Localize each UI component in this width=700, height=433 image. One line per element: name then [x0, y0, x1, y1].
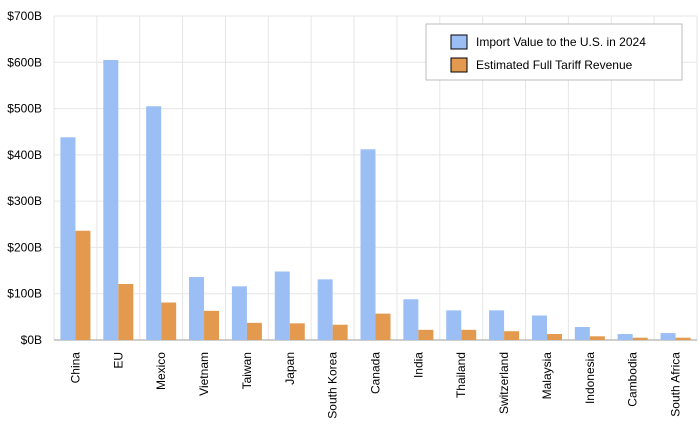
y-tick-label: $300B: [7, 194, 42, 208]
legend-swatch-tariff: [450, 57, 468, 73]
x-tick-label: Switzerland: [497, 352, 511, 414]
bar-import-value: [274, 271, 290, 340]
y-tick-label: $200B: [7, 240, 42, 254]
bar-tariff-revenue: [332, 324, 348, 340]
y-tick-label: $400B: [7, 148, 42, 162]
bar-tariff-revenue: [504, 331, 520, 340]
bar-import-value: [189, 277, 205, 340]
x-tick-label: Mexico: [154, 352, 168, 390]
bar-import-value: [617, 333, 633, 340]
bar-import-value: [660, 333, 676, 340]
x-tick-label: Cambodia: [626, 352, 640, 407]
bar-tariff-revenue: [546, 333, 562, 340]
bar-import-value: [446, 310, 462, 340]
x-tick-label: Canada: [369, 352, 383, 394]
x-tick-label: Taiwan: [240, 352, 254, 389]
x-tick-label: Thailand: [454, 352, 468, 398]
x-tick-label: Malaysia: [540, 352, 554, 400]
bar-import-value: [103, 59, 119, 340]
y-tick-label: $600B: [7, 55, 42, 69]
bar-import-value: [531, 315, 547, 340]
legend-box: [425, 23, 683, 81]
legend-swatch-import: [450, 34, 468, 50]
bar-tariff-revenue: [589, 336, 605, 340]
bar-import-value: [489, 310, 505, 340]
bar-import-value: [60, 137, 76, 340]
x-tick-label: South Africa: [669, 352, 683, 417]
x-tick-label: South Korea: [326, 352, 340, 419]
bar-import-value: [317, 279, 333, 340]
x-axis: China EU Mexico Vietnam Taiwan Japan South Kor…: [68, 352, 682, 419]
bar-tariff-revenue: [118, 283, 134, 340]
bar-tariff-revenue: [161, 302, 177, 340]
y-tick-label: $100B: [7, 287, 42, 301]
legend-label-tariff: Estimated Full Tariff Revenue: [476, 58, 633, 72]
bar-tariff-revenue: [375, 313, 391, 340]
x-tick-label: India: [411, 352, 425, 378]
legend: Import Value to the U.S. in 2024 Estimat…: [425, 23, 683, 81]
bar-tariff-revenue: [204, 310, 220, 340]
bar-import-value: [146, 106, 162, 340]
bar-tariff-revenue: [418, 329, 434, 340]
y-tick-label: $500B: [7, 102, 42, 116]
y-tick-label: $0B: [21, 333, 42, 347]
x-tick-label: Indonesia: [583, 352, 597, 404]
y-axis: $0B $100B $200B $300B $400B $500B $600B $700B: [7, 9, 42, 347]
bar-tariff-revenue: [632, 337, 648, 340]
bar-import-value: [360, 149, 376, 340]
legend-label-import: Import Value to the U.S. in 2024: [476, 35, 646, 49]
x-tick-label: China: [68, 352, 82, 384]
bar-tariff-revenue: [75, 230, 91, 340]
bar-tariff-revenue: [675, 337, 691, 340]
bar-tariff-revenue: [246, 322, 262, 340]
bar-import-value: [574, 327, 590, 340]
x-tick-label: EU: [111, 352, 125, 369]
bar-tariff-revenue: [289, 323, 305, 340]
bar-import-value: [403, 299, 419, 340]
y-tick-label: $700B: [7, 9, 42, 23]
x-tick-label: Japan: [283, 352, 297, 385]
x-tick-label: Vietnam: [197, 352, 211, 396]
bars: [60, 59, 691, 340]
bar-import-value: [231, 286, 247, 340]
bar-tariff-revenue: [461, 329, 477, 340]
